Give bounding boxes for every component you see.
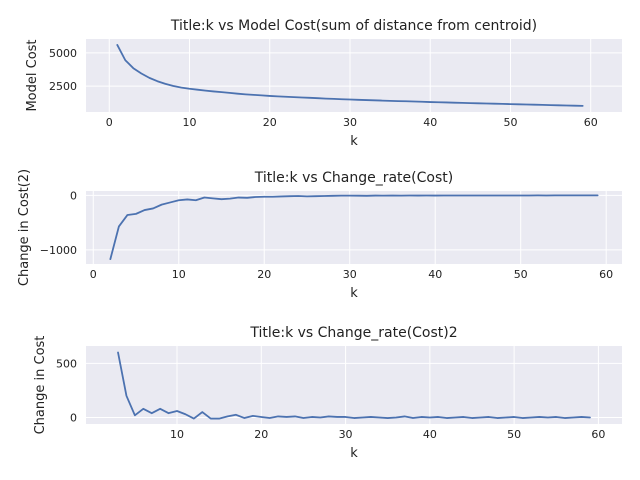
x-tick-label: 20	[254, 428, 268, 441]
y-tick-label: 5000	[49, 47, 77, 60]
y-axis-label: Model Cost	[25, 39, 40, 111]
x-tick-label: 20	[257, 268, 271, 281]
x-tick-label: 0	[106, 116, 113, 129]
series-line	[117, 351, 591, 420]
x-axis-label: k	[350, 446, 358, 461]
x-tick-label: 50	[503, 116, 517, 129]
chart-title: Title:k vs Change_rate(Cost)2	[249, 325, 457, 341]
y-tick-label: 2500	[49, 80, 77, 93]
x-tick-label: 10	[183, 116, 197, 129]
x-tick-label: 50	[514, 268, 528, 281]
x-tick-label: 60	[584, 116, 598, 129]
chart-2: 0 10 20 30 40 50 60 −1000 0 Title:k vs Change_rat…	[17, 169, 622, 301]
chart-1: 0 10 20 30 40 50 60 2500 5000 Title:k vs Model Co…	[25, 18, 622, 149]
plot-background	[86, 39, 622, 112]
x-tick-label: 40	[423, 428, 437, 441]
y-tick-label: −1000	[40, 244, 77, 257]
x-tick-label: 30	[343, 268, 357, 281]
x-tick-label: 30	[343, 116, 357, 129]
x-tick-label: 40	[428, 268, 442, 281]
x-tick-label: 0	[90, 268, 97, 281]
y-axis-label: Change in Cost	[33, 336, 48, 435]
chart-title: Title:k vs Change_rate(Cost)	[254, 170, 453, 186]
series-line	[116, 44, 584, 107]
x-tick-label: 40	[423, 116, 437, 129]
x-tick-label: 50	[507, 428, 521, 441]
y-axis-label: Change in Cost(2)	[17, 169, 32, 286]
x-tick-label: 10	[172, 268, 186, 281]
plot-background	[86, 191, 622, 264]
x-tick-label: 60	[599, 268, 613, 281]
series-line	[109, 194, 599, 261]
x-tick-label: 20	[263, 116, 277, 129]
x-axis-label: k	[350, 286, 358, 301]
y-tick-label: 500	[56, 357, 77, 370]
x-tick-label: 60	[591, 428, 605, 441]
x-tick-label: 30	[339, 428, 353, 441]
y-tick-label: 0	[70, 189, 77, 202]
y-tick-label: 0	[70, 412, 77, 425]
x-tick-label: 10	[170, 428, 184, 441]
x-axis-label: k	[350, 134, 358, 149]
chart-title: Title:k vs Model Cost(sum of distance fr…	[170, 18, 537, 34]
chart-3: 10 20 30 40 50 60 0 500 Title:k vs Change_rate(C…	[33, 325, 622, 461]
